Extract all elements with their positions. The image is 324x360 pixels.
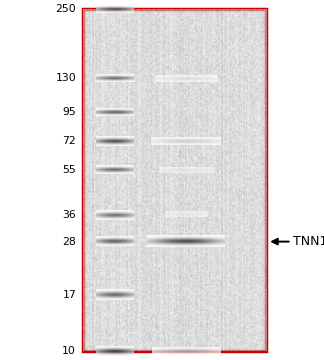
Text: 10: 10 — [62, 346, 76, 356]
Text: 72: 72 — [63, 136, 76, 146]
Text: TNN1: TNN1 — [293, 235, 324, 248]
Text: 250: 250 — [55, 4, 76, 14]
Text: 28: 28 — [63, 237, 76, 247]
Bar — [83, 9, 266, 351]
Text: 17: 17 — [63, 290, 76, 300]
Text: 36: 36 — [63, 210, 76, 220]
Text: 130: 130 — [55, 73, 76, 84]
Text: 95: 95 — [63, 107, 76, 117]
Text: 55: 55 — [63, 165, 76, 175]
